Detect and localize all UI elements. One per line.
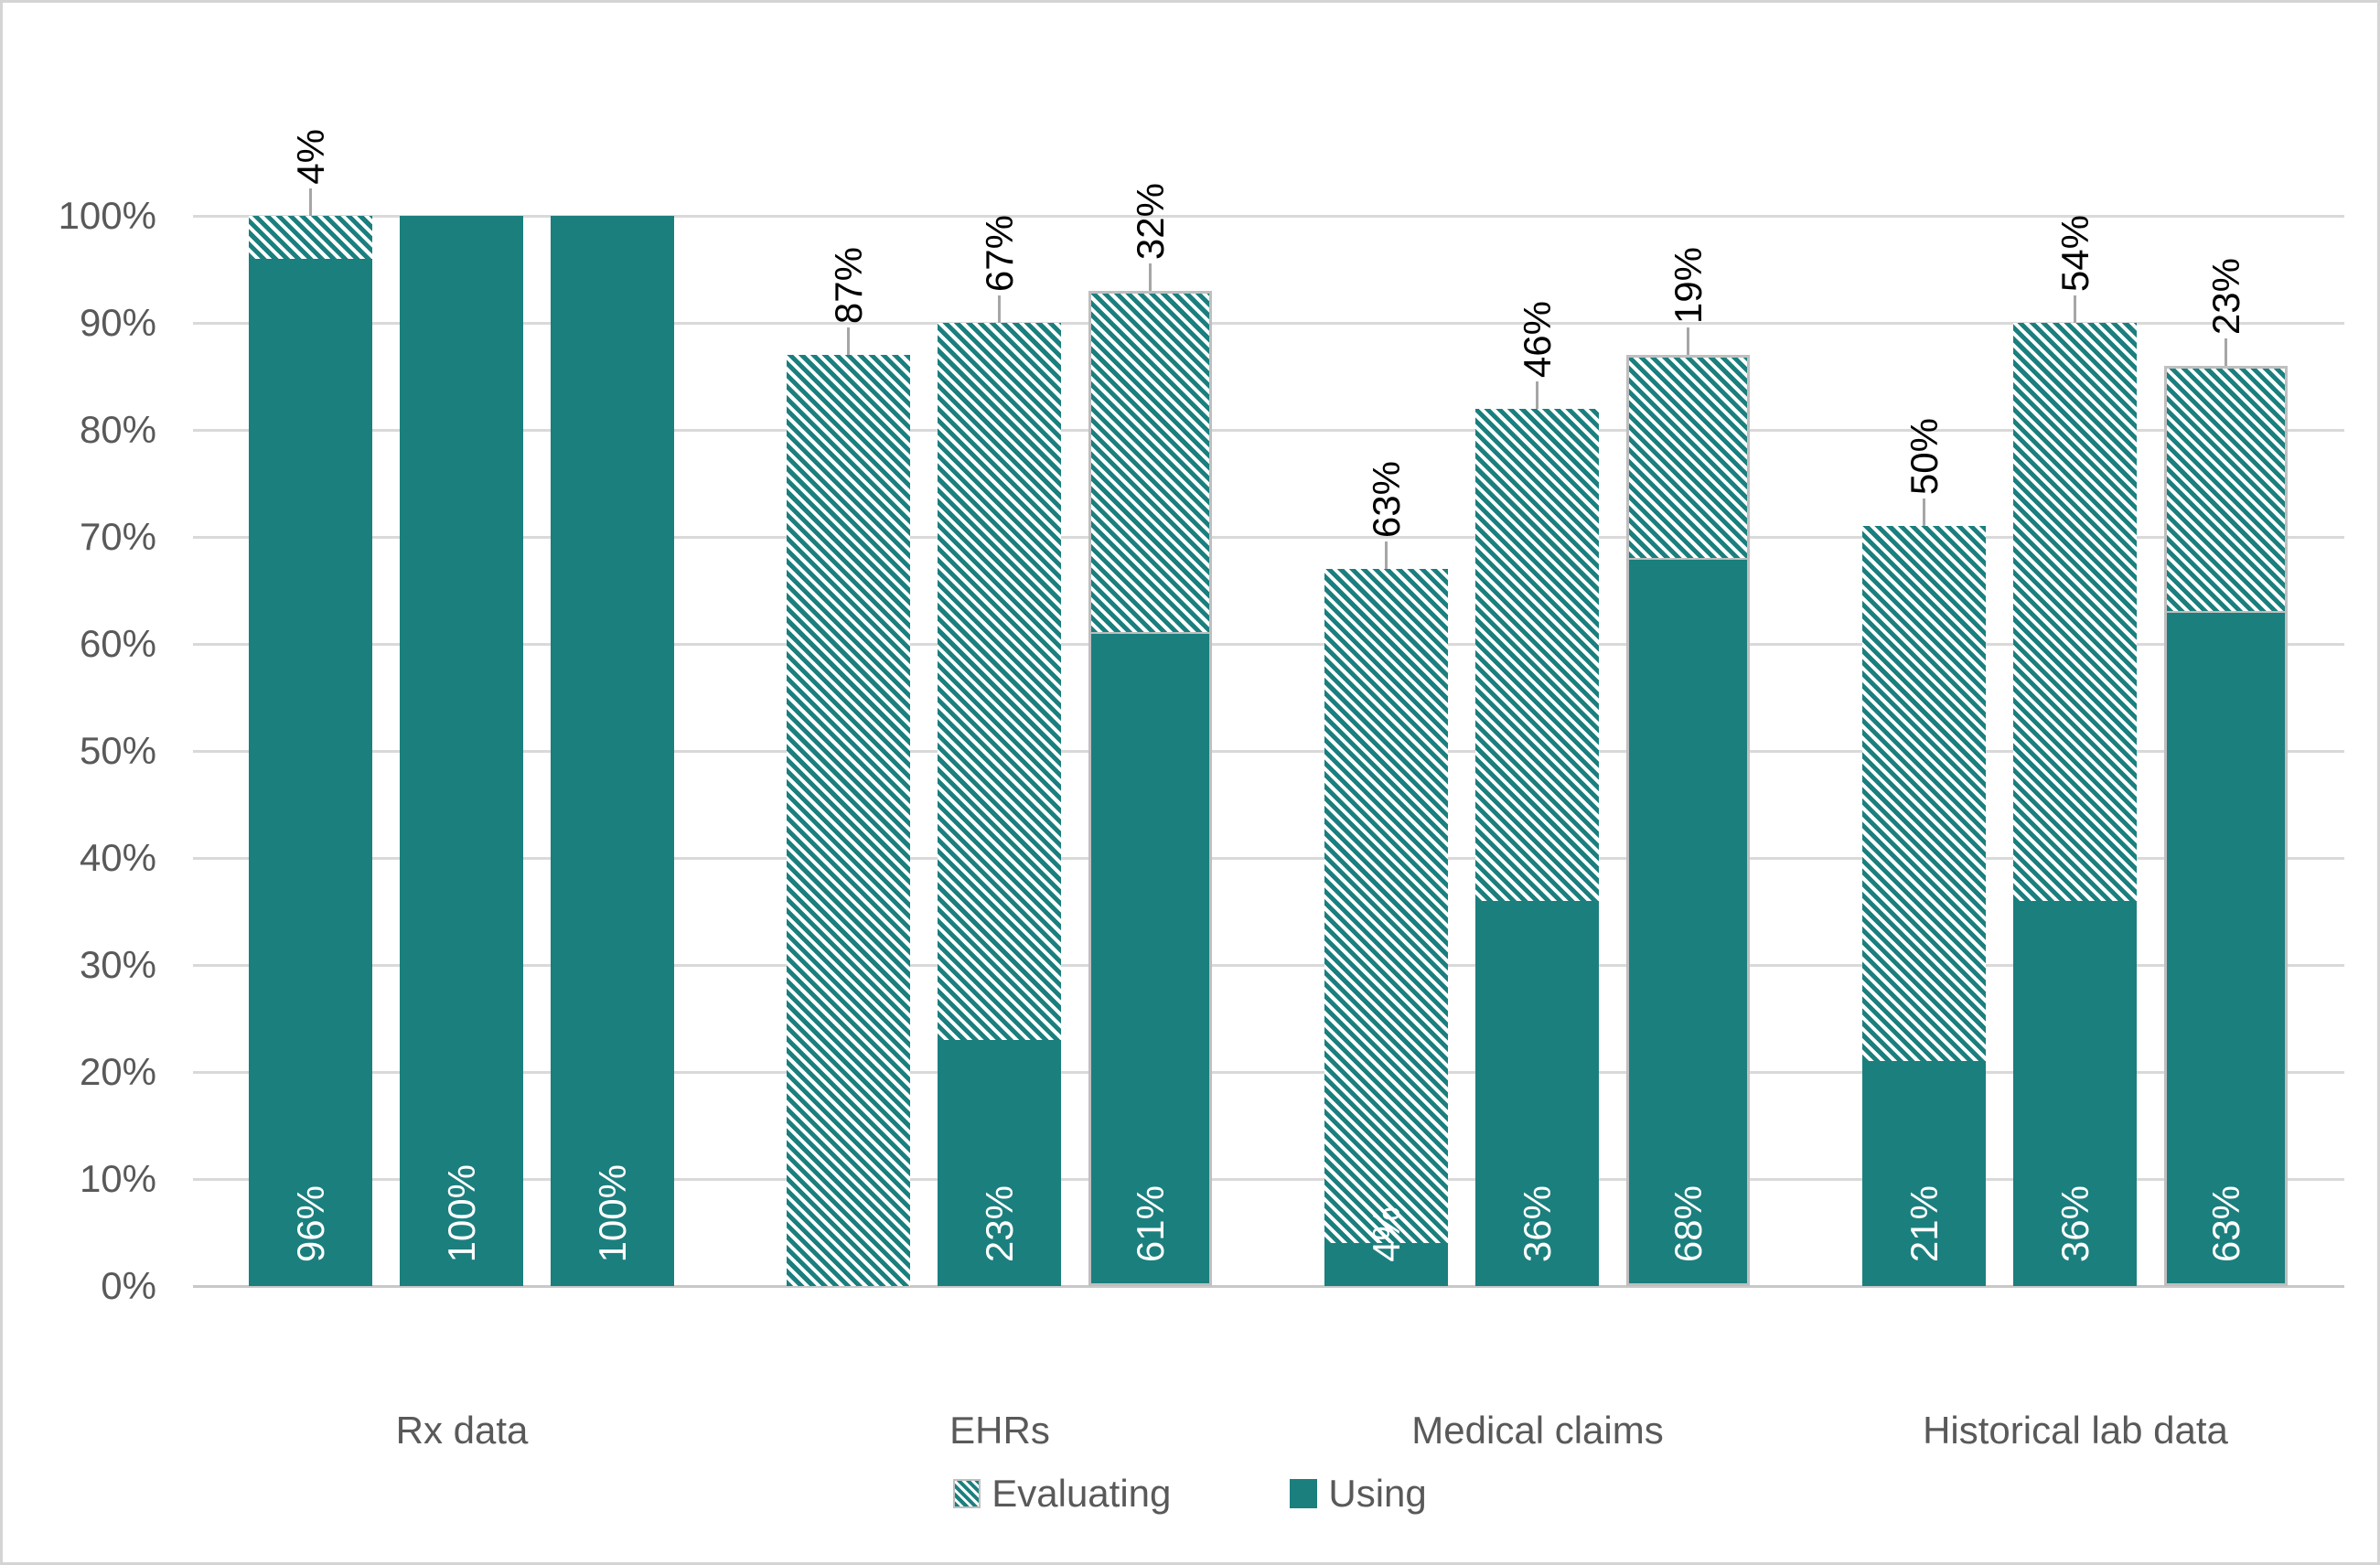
bar-rx-data-1 — [249, 216, 372, 1286]
y-tick-label-80%: 80% — [79, 408, 156, 451]
using-data-label: 4% — [1364, 1206, 1408, 1262]
evaluating-data-label: 46% — [1515, 300, 1559, 378]
evaluating-data-label: 50% — [1902, 418, 1946, 496]
using-data-label: 21% — [1902, 1184, 1946, 1262]
y-tick-label-70%: 70% — [79, 515, 156, 558]
label-leader-line — [998, 295, 1001, 323]
evaluating-hatched-swatch-icon — [953, 1479, 981, 1508]
using-solid-swatch-icon — [1290, 1479, 1318, 1508]
using-segment — [1091, 634, 1209, 1283]
bar-rx-data-3 — [551, 216, 674, 1286]
using-segment — [2167, 613, 2285, 1283]
category-label-rx-data: Rx data — [395, 1409, 529, 1452]
using-segment — [1862, 1061, 1986, 1286]
bar-medical-claims-2 — [1475, 408, 1599, 1286]
gridline-80% — [193, 428, 2344, 432]
evaluating-segment — [2167, 368, 2285, 614]
using-segment — [2013, 900, 2137, 1286]
using-data-label: 36% — [2053, 1184, 2096, 1262]
gridline-20% — [193, 1070, 2344, 1074]
evaluating-data-label: 87% — [826, 247, 870, 325]
y-tick-label-20%: 20% — [79, 1050, 156, 1093]
bar-historical-lab-data-3 — [2164, 365, 2288, 1286]
using-data-label: 36% — [1515, 1184, 1559, 1262]
gridline-40% — [193, 856, 2344, 860]
label-leader-line — [309, 188, 312, 216]
using-segment — [1475, 900, 1599, 1286]
evaluating-data-label: 67% — [977, 214, 1021, 292]
bar-medical-claims-1 — [1324, 569, 1448, 1286]
bar-ehrs-1 — [787, 355, 910, 1286]
bar-ehrs-2 — [938, 323, 1061, 1286]
label-leader-line — [1923, 498, 1925, 527]
evaluating-segment — [787, 355, 910, 1286]
label-leader-line — [847, 327, 850, 356]
y-tick-label-50%: 50% — [79, 729, 156, 772]
using-segment — [400, 216, 523, 1286]
evaluating-segment — [1629, 358, 1747, 561]
evaluating-segment — [1324, 569, 1448, 1244]
label-leader-line — [1687, 327, 1689, 356]
y-tick-label-30%: 30% — [79, 943, 156, 986]
label-leader-line — [2225, 338, 2227, 366]
y-tick-label-0%: 0% — [101, 1264, 156, 1307]
gridline-60% — [193, 642, 2344, 646]
gridline-70% — [193, 535, 2344, 539]
bar-historical-lab-data-1 — [1862, 526, 1986, 1286]
evaluating-segment — [1475, 408, 1599, 901]
using-segment — [1324, 1243, 1448, 1286]
evaluating-segment — [249, 216, 372, 259]
using-data-label: 61% — [1128, 1184, 1172, 1262]
gridline-0% — [193, 1284, 2344, 1288]
y-tick-label-40%: 40% — [79, 836, 156, 879]
category-label-medical-claims: Medical claims — [1411, 1409, 1664, 1452]
legend-item-using: Using — [1290, 1472, 1427, 1516]
using-segment — [551, 216, 674, 1286]
gridline-10% — [193, 1177, 2344, 1181]
y-tick-label-10%: 10% — [79, 1157, 156, 1200]
evaluating-data-label: 19% — [1666, 247, 1710, 325]
evaluating-data-label: 63% — [1364, 461, 1408, 539]
evaluating-segment — [1091, 293, 1209, 635]
category-label-historical-lab-data: Historical lab data — [1923, 1409, 2228, 1452]
gridline-50% — [193, 749, 2344, 753]
bar-historical-lab-data-2 — [2013, 323, 2137, 1286]
using-segment — [249, 258, 372, 1286]
using-segment — [1629, 560, 1747, 1283]
using-segment — [938, 1039, 1061, 1286]
evaluating-segment — [1862, 526, 1986, 1062]
y-tick-label-90%: 90% — [79, 301, 156, 344]
plot-area: 4% 96% 100% 100% 87% 67% 23% 32% 61% 63% 4% 46% 36% 1… — [193, 129, 2344, 1288]
evaluating-data-label: 4% — [288, 129, 332, 185]
evaluating-data-label: 23% — [2203, 257, 2247, 335]
bar-ehrs-3 — [1088, 290, 1212, 1286]
gridline-100% — [193, 214, 2344, 218]
category-label-ehrs: EHRs — [949, 1409, 1050, 1452]
legend-label-evaluating: Evaluating — [992, 1472, 1172, 1515]
using-data-label: 96% — [288, 1184, 332, 1262]
gridline-90% — [193, 321, 2344, 325]
using-data-label: 63% — [2203, 1184, 2247, 1262]
using-data-label: 23% — [977, 1184, 1021, 1262]
y-tick-label-100%: 100% — [58, 194, 156, 237]
legend-label-using: Using — [1328, 1472, 1427, 1515]
legend: Evaluating Using — [3, 1472, 2377, 1516]
using-data-label: 68% — [1666, 1184, 1710, 1262]
gridline-30% — [193, 963, 2344, 967]
bar-medical-claims-3 — [1626, 355, 1750, 1286]
bar-rx-data-2 — [400, 216, 523, 1286]
evaluating-segment — [938, 323, 1061, 1040]
legend-item-evaluating: Evaluating — [953, 1472, 1171, 1516]
using-data-label: 100% — [439, 1163, 483, 1262]
using-data-label: 100% — [590, 1163, 634, 1262]
evaluating-segment — [2013, 323, 2137, 901]
label-leader-line — [1536, 381, 1538, 409]
evaluating-data-label: 54% — [2053, 214, 2096, 292]
evaluating-data-label: 32% — [1128, 182, 1172, 260]
label-leader-line — [2074, 295, 2076, 323]
label-leader-line — [1385, 541, 1388, 570]
label-leader-line — [1149, 263, 1152, 291]
y-tick-label-60%: 60% — [79, 622, 156, 665]
